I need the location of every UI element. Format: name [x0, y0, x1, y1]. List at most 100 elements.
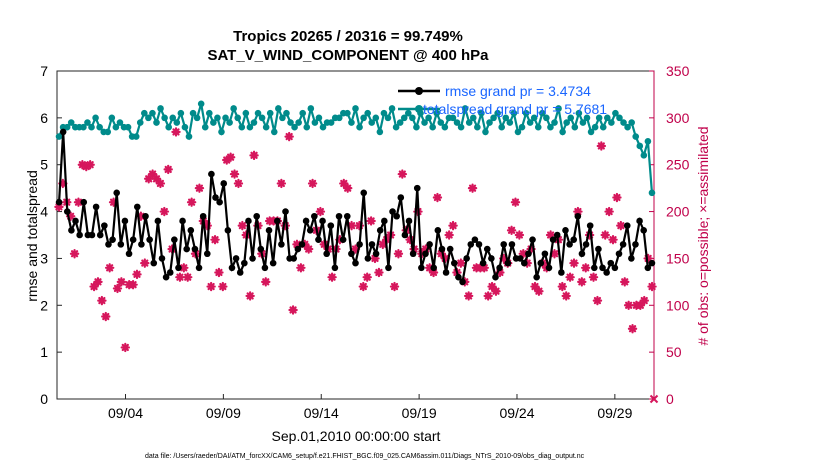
obs-point [639, 295, 649, 306]
rmse-point [409, 250, 417, 258]
totalspread-point [250, 119, 258, 126]
totalspread-point [506, 119, 514, 126]
rmse-point [191, 245, 199, 253]
rmse-point [628, 255, 635, 262]
y-axis-left-label: rmse and totalspread [24, 170, 40, 302]
totalspread-point [303, 123, 311, 131]
totalspread-point [246, 123, 254, 131]
totalspread-point [595, 114, 603, 122]
totalspread-point [177, 109, 185, 117]
totalspread-point [599, 123, 607, 131]
rmse-point [426, 241, 433, 248]
totalspread-point [104, 128, 112, 136]
totalspread-point [640, 152, 648, 159]
legend-spread-label: totalspread grand pr = 5.7681 [423, 101, 607, 117]
obs-point [276, 178, 287, 189]
rmse-point [273, 217, 281, 225]
obs-point [233, 178, 244, 189]
rmse-point [591, 264, 598, 272]
rmse-point [500, 241, 508, 248]
totalspread-point [360, 114, 367, 122]
totalspread-point [197, 100, 205, 108]
obs-point [616, 220, 626, 231]
rmse-point [558, 269, 565, 276]
rmse-point [619, 241, 627, 248]
obs-point [218, 281, 228, 292]
rmse-point [368, 241, 376, 248]
y-tick-label-left: 4 [40, 204, 48, 220]
obs-point [604, 206, 614, 217]
rmse-point [166, 269, 174, 276]
totalspread-point [616, 114, 623, 122]
right-axis-zero-marker [649, 394, 659, 404]
rmse-point [636, 217, 643, 225]
y-tick-label-right: 50 [666, 344, 682, 360]
rmse-point [105, 241, 112, 248]
obs-point [245, 291, 255, 301]
rmse-point [611, 264, 619, 272]
obs-point [249, 150, 259, 161]
rmse-point [549, 236, 557, 243]
totalspread-point [376, 128, 384, 136]
rmse-point [306, 227, 314, 234]
totalspread-point [92, 114, 99, 122]
obs-point [467, 183, 478, 193]
rmse-point [467, 241, 475, 248]
rmse-point [203, 250, 211, 258]
totalspread-point [88, 123, 95, 131]
obs-point [557, 281, 568, 292]
x-tick-label: 09/04 [108, 405, 143, 421]
obs-point [85, 160, 95, 170]
totalspread-point [80, 123, 87, 131]
obs-point [444, 230, 454, 240]
totalspread-point [603, 114, 611, 122]
y-tick-label-right: 0 [666, 391, 674, 407]
totalspread-point [482, 128, 489, 136]
obs-point [362, 272, 372, 282]
rmse-point [471, 236, 479, 243]
rmse-point [389, 208, 396, 215]
obs-point [623, 300, 634, 310]
totalspread-point [145, 114, 152, 122]
totalspread-point [364, 109, 371, 117]
rmse-point [348, 250, 355, 258]
obs-point [491, 286, 501, 296]
totalspread-point [258, 114, 266, 122]
obs-point [315, 206, 326, 217]
totalspread-point [433, 109, 441, 117]
rmse-point [331, 264, 339, 272]
obs-point [339, 178, 349, 189]
totalspread-point [632, 133, 640, 140]
totalspread-point [437, 119, 445, 126]
rmse-point [372, 250, 380, 258]
rmse-point [541, 250, 549, 258]
totalspread-point [315, 114, 323, 122]
obs-point [577, 277, 587, 287]
rmse-point [96, 231, 104, 239]
totalspread-point [571, 123, 579, 131]
obs-point [261, 277, 271, 287]
obs-point [581, 263, 591, 273]
rmse-point [582, 241, 590, 248]
rmse-point [265, 227, 273, 234]
totalspread-point [161, 114, 168, 122]
obs-point [155, 178, 166, 189]
totalspread-point [559, 128, 566, 136]
rmse-point [413, 184, 421, 192]
totalspread-point [116, 119, 124, 126]
obs-point [183, 272, 193, 282]
obs-point [588, 272, 599, 282]
rmse-point [343, 212, 351, 220]
rmse-point [648, 259, 656, 267]
totalspread-point [226, 119, 233, 126]
totalspread-point [502, 114, 510, 122]
totalspread-point [453, 119, 461, 126]
totalspread-point [153, 119, 160, 126]
totalspread-point [465, 119, 473, 126]
rmse-point [545, 264, 553, 272]
totalspread-point [449, 114, 457, 122]
totalspread-point [400, 114, 408, 122]
y-tick-label-left: 2 [40, 297, 48, 313]
totalspread-point [429, 123, 436, 131]
totalspread-point [234, 114, 242, 122]
